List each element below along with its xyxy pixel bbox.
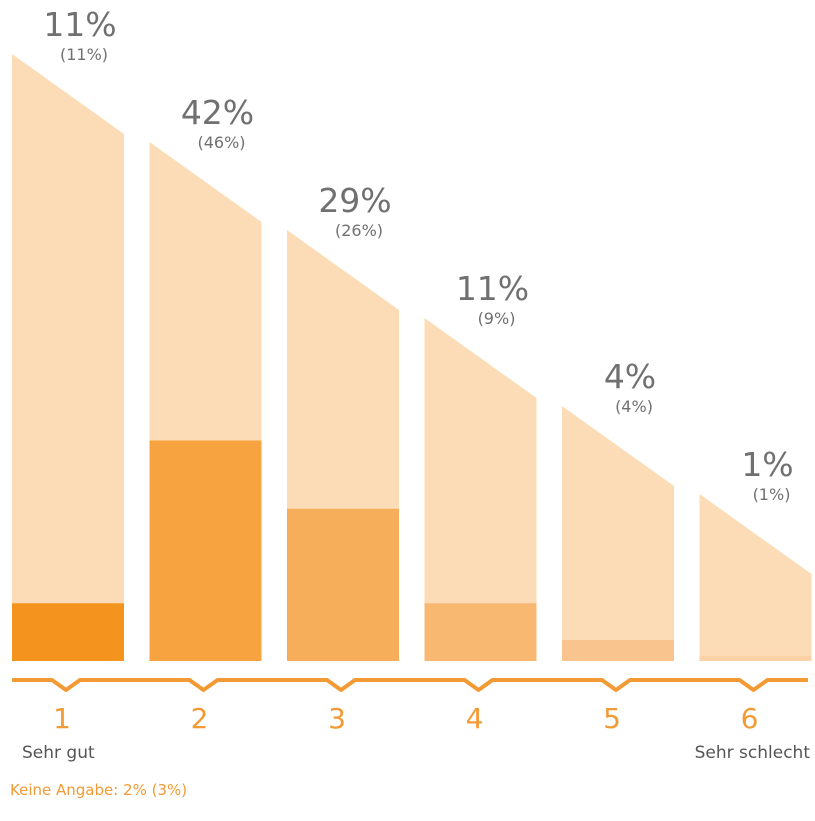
category-label-4: 4 [466, 702, 484, 735]
value-label-6: 1% [741, 445, 793, 484]
value-label-4: 11% [456, 269, 529, 308]
background-column-1 [12, 54, 124, 661]
value-label-3: 29% [318, 181, 391, 220]
category-label-3: 3 [328, 702, 346, 735]
bar-5 [562, 640, 674, 661]
bar-4 [424, 603, 537, 661]
bar-6 [699, 655, 812, 661]
value-label-1: 11% [43, 5, 116, 44]
value-label-2: 42% [181, 93, 254, 132]
bar-2 [149, 440, 262, 661]
background-column-4 [424, 318, 537, 661]
comparison-label-5: (4%) [615, 397, 653, 416]
comparison-label-2: (46%) [197, 133, 245, 152]
comparison-label-4: (9%) [478, 309, 516, 328]
background-column-6 [699, 494, 812, 661]
category-label-2: 2 [191, 702, 209, 735]
bar-3 [287, 508, 399, 661]
comparison-label-3: (26%) [335, 221, 383, 240]
comparison-label-6: (1%) [753, 485, 791, 504]
background-column-5 [562, 406, 674, 661]
bar-1 [12, 603, 124, 661]
scale-label-last: Sehr schlecht [695, 743, 811, 763]
scale-label-first: Sehr gut [22, 743, 95, 763]
category-label-1: 1 [53, 702, 71, 735]
no-answer-footnote: Keine Angabe: 2% (3%) [10, 781, 188, 799]
category-label-5: 5 [603, 702, 621, 735]
x-axis-line [12, 678, 808, 692]
category-label-6: 6 [741, 702, 759, 735]
comparison-label-1: (11%) [60, 45, 108, 64]
value-label-5: 4% [604, 357, 656, 396]
